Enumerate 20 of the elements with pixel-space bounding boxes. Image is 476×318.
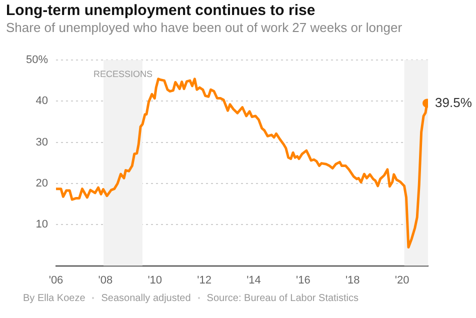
x-tick-label: '08 (98, 274, 113, 286)
y-tick-label: 20 (36, 178, 48, 190)
y-tick-label: 10 (36, 218, 48, 231)
x-tick-label: '10 (148, 274, 162, 286)
chart-title: Long-term unemployment continues to rise (6, 2, 316, 19)
source-note: Source: Bureau of Labor Statistics (206, 293, 359, 304)
text: Seasonally adjusted (101, 293, 191, 304)
data-label: 39.5% (435, 94, 472, 110)
x-tick-label: '14 (246, 274, 261, 286)
y-tick-label: 50% (26, 54, 48, 66)
text: By Ella Koeze (23, 293, 86, 304)
x-tick-label: '20 (394, 274, 410, 286)
x-tick-label: '16 (296, 274, 310, 286)
y-tick-label: 40 (36, 95, 48, 108)
band-label: RECESSIONS (93, 68, 153, 79)
x-tick-label: '06 (48, 274, 64, 286)
chart-subtitle: Share of unemployed who have been out of work 27 weeks or longer (6, 20, 402, 35)
y-tick-label: 30 (36, 136, 48, 148)
x-tick-label: '18 (345, 274, 360, 286)
x-tick-label: '12 (197, 274, 212, 286)
